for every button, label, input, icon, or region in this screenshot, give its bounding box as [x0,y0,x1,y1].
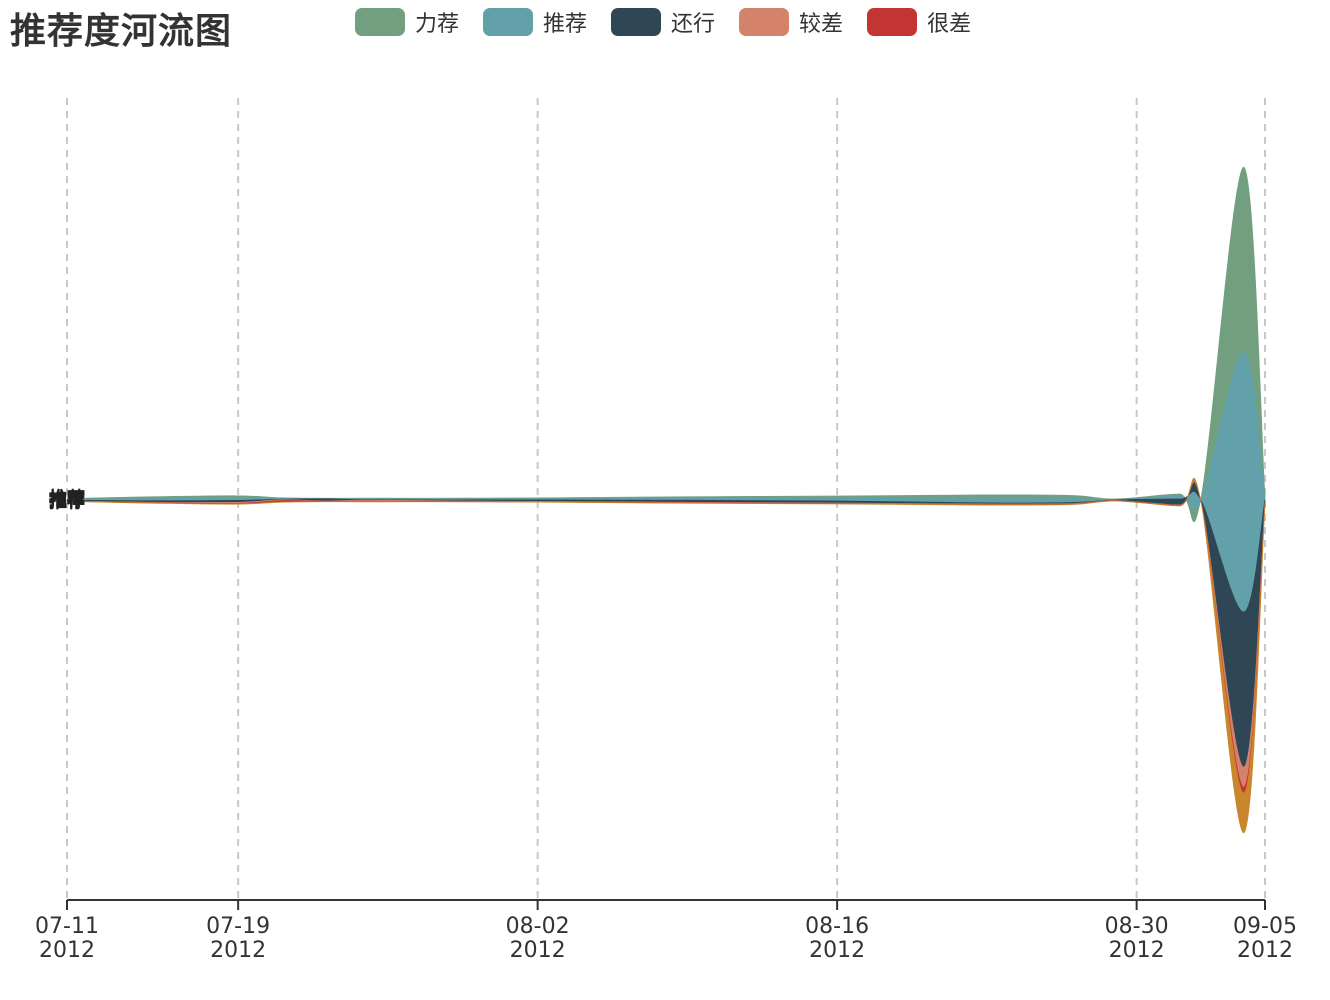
legend-swatch [355,8,405,36]
legend-label: 很差 [927,12,972,37]
legend-label: 力荐 [415,12,460,37]
x-tick-label: 09-05 [1233,914,1297,939]
legend-item-haixing[interactable]: 还行 [611,6,715,38]
stream-label: 推荐 [49,487,85,509]
stream-layer-5[interactable] [66,477,1266,834]
x-tick-year: 2012 [1237,938,1293,963]
legend: 力荐 推荐 还行 较差 很差 [355,6,995,38]
legend-item-hencha[interactable]: 很差 [867,6,971,38]
legend-item-jiaocha[interactable]: 较差 [739,6,843,38]
grid-lines [66,98,1266,900]
legend-swatch [867,8,918,36]
x-tick-year: 2012 [1109,938,1165,963]
legend-swatch [483,8,534,36]
x-tick-label: 08-16 [805,914,869,939]
legend-swatch [611,8,662,36]
stream-layer-0[interactable] [66,166,1266,523]
stream-label: 推荐 [49,488,85,510]
legend-item-tuijian[interactable]: 推荐 [483,6,587,38]
legend-label: 推荐 [543,12,588,37]
x-tick-year: 2012 [210,938,266,963]
legend-label: 较差 [799,12,844,37]
legend-swatch [739,8,790,36]
stream-layer-3[interactable] [66,480,1266,788]
legend-item-lijian[interactable]: 力荐 [355,6,459,38]
legend-label: 还行 [671,12,716,37]
stream-layers [66,166,1266,834]
stream-layer-4[interactable] [66,480,1266,794]
x-tick-label: 07-11 [35,914,99,939]
x-tick-label: 08-02 [506,914,570,939]
stream-label: 推荐 [49,489,85,511]
x-axis: 07-11201207-19201208-02201208-16201208-3… [35,899,1297,963]
chart-title: 推荐度河流图 [10,11,233,52]
stream-layer-2[interactable] [66,482,1266,768]
x-tick-label: 08-30 [1105,914,1169,939]
x-tick-year: 2012 [39,938,95,963]
x-tick-label: 07-19 [206,914,270,939]
x-tick-year: 2012 [809,938,865,963]
stream-layer-1[interactable] [66,351,1266,613]
stream-label: 推荐 [49,491,85,513]
x-tick-year: 2012 [510,938,566,963]
stream-label: 推荐 [49,490,85,512]
